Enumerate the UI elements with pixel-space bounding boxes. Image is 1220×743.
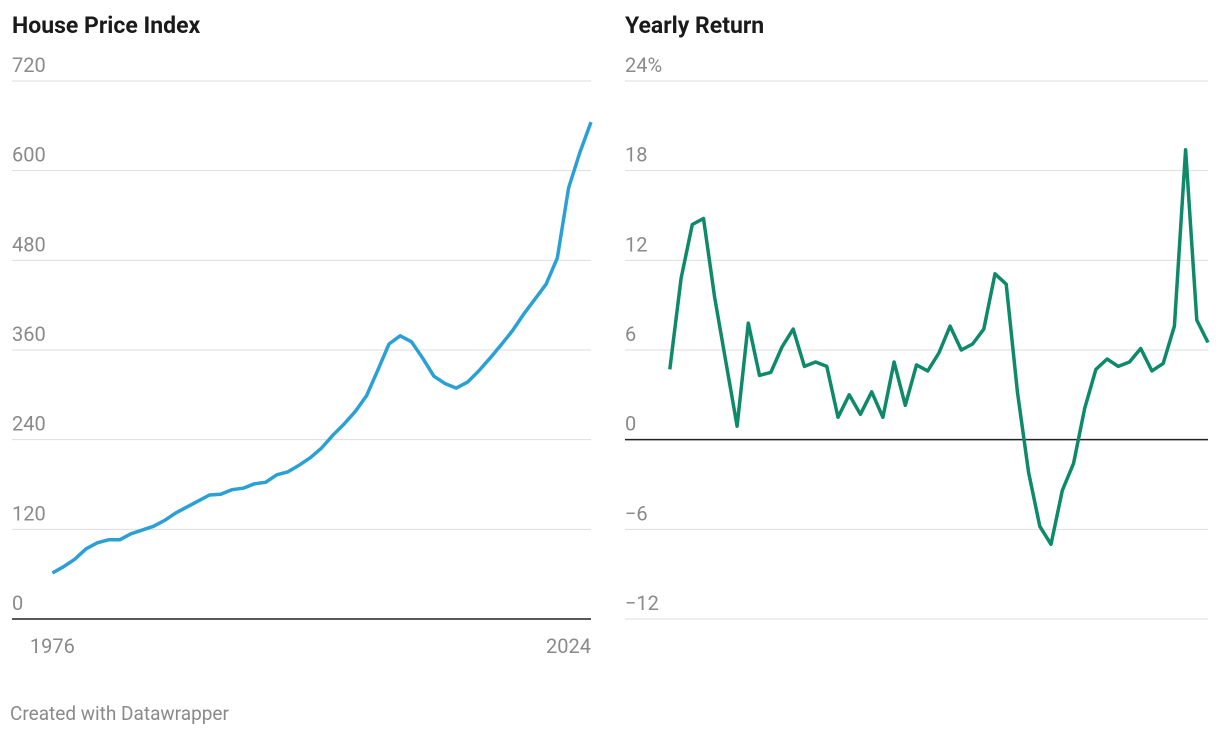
y-tick-label: −6 xyxy=(625,501,648,525)
y-tick-label: 480 xyxy=(12,232,46,256)
y-tick-label: 0 xyxy=(12,591,23,615)
y-tick-label: 24% xyxy=(625,53,662,77)
y-tick-label: 18 xyxy=(625,143,647,167)
x-tick-label: 1976 xyxy=(30,634,75,658)
y-tick-label: 12 xyxy=(625,232,647,256)
y-tick-label: 600 xyxy=(12,143,46,167)
y-tick-label: 240 xyxy=(12,412,46,436)
credit: Created with Datawrapper xyxy=(10,702,229,725)
y-tick-label: 120 xyxy=(12,501,46,525)
y-tick-label: −12 xyxy=(625,591,659,615)
y-tick-label: 6 xyxy=(625,322,636,346)
data-line xyxy=(668,147,1210,547)
y-tick-label: 360 xyxy=(12,322,46,346)
x-tick-label: 2024 xyxy=(546,634,591,658)
chart-title: House Price Index xyxy=(12,12,200,39)
chart-title: Yearly Return xyxy=(625,12,764,39)
y-tick-label: 0 xyxy=(625,412,636,436)
y-tick-label: 720 xyxy=(12,53,46,77)
data-line xyxy=(51,121,593,575)
